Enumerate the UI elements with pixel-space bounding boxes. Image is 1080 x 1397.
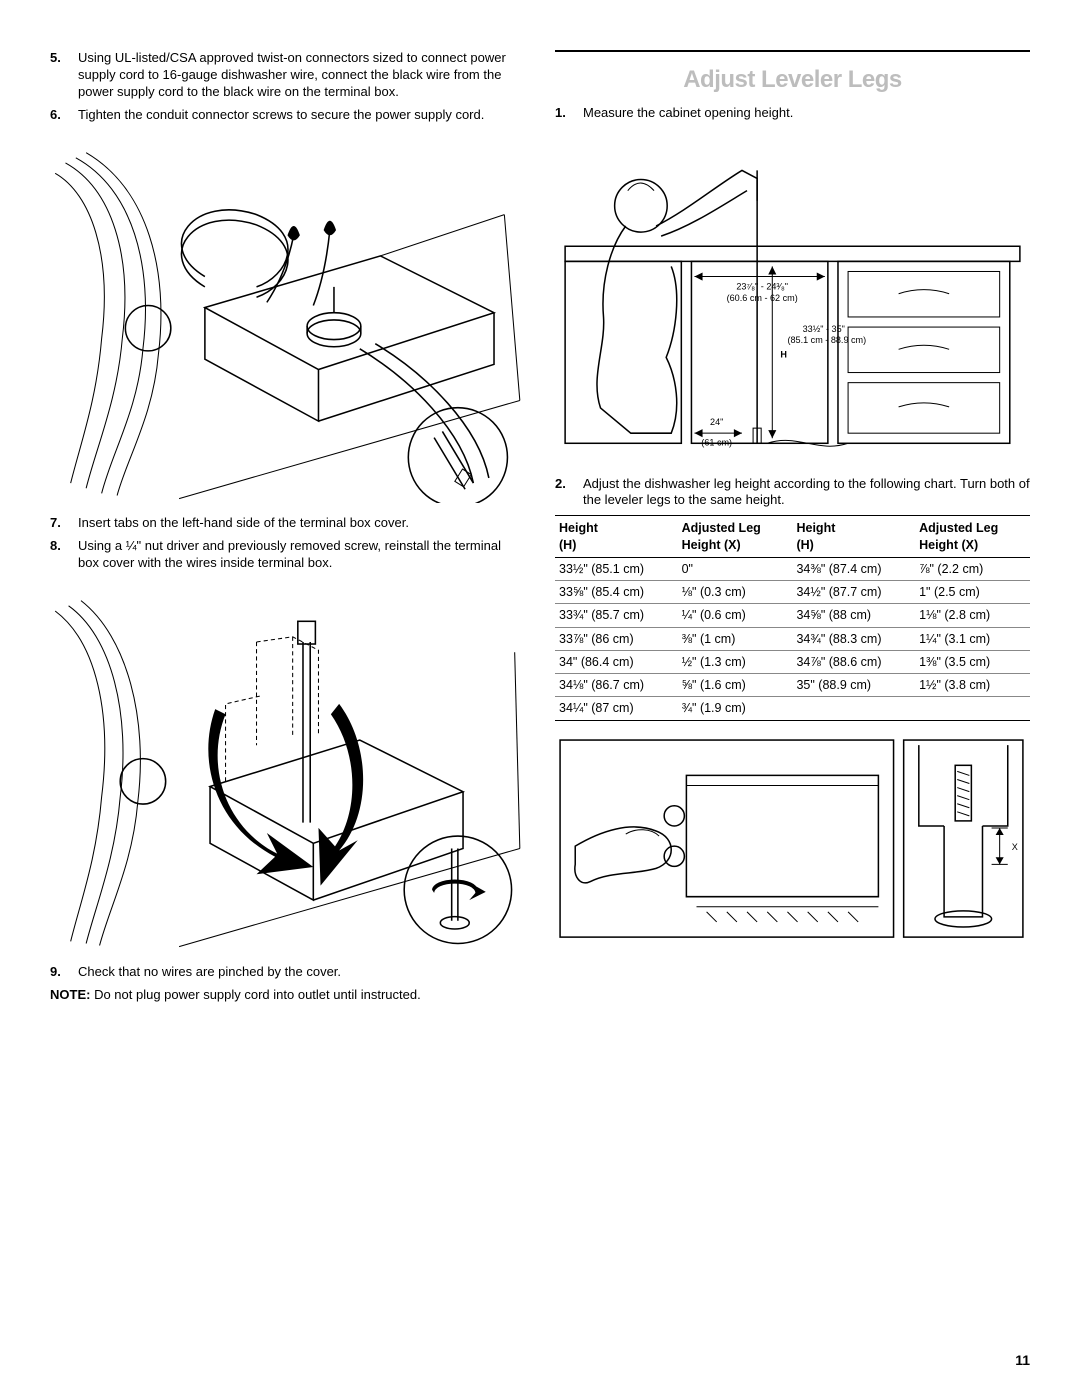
table-row: 34¼" (87 cm)¾" (1.9 cm) (555, 697, 1030, 720)
steps-group-r2: 2. Adjust the dishwasher leg height acco… (555, 476, 1030, 510)
steps-group-1: 5. Using UL-listed/CSA approved twist-on… (50, 50, 525, 124)
table-row: 33¾" (85.7 cm)¼" (0.6 cm)34⅝" (88 cm)1⅛"… (555, 604, 1030, 627)
steps-group-3: 9. Check that no wires are pinched by th… (50, 964, 525, 981)
step-text: Check that no wires are pinched by the c… (78, 964, 525, 981)
step-text: Insert tabs on the left-hand side of the… (78, 515, 525, 532)
step-number: 2. (555, 476, 583, 510)
step-number: 6. (50, 107, 78, 124)
dim-label: 33½" - 35" (803, 324, 845, 334)
step-text: Using UL-listed/CSA approved twist-on co… (78, 50, 525, 101)
step-number: 5. (50, 50, 78, 101)
step-text: Using a ¼" nut driver and previously rem… (78, 538, 525, 572)
page-number: 11 (1015, 1351, 1030, 1369)
th-height-2: Height(H) (792, 516, 915, 558)
dim-label: 24" (710, 417, 723, 427)
step-r1: 1. Measure the cabinet opening height. (555, 105, 1030, 122)
table-row: 33⅝" (85.4 cm)⅛" (0.3 cm)34½" (87.7 cm)1… (555, 581, 1030, 604)
measure-opening-illustration: 23⁷⁄₈" - 24³⁄₈" (60.6 cm - 62 cm) 24" (6… (555, 130, 1030, 464)
dim-label: (60.6 cm - 62 cm) (727, 293, 798, 303)
table-row: 34" (86.4 cm)½" (1.3 cm)34⅞" (88.6 cm)1⅜… (555, 650, 1030, 673)
dim-label: (61 cm) (701, 437, 732, 447)
section-title: Adjust Leveler Legs (555, 64, 1030, 95)
page: 5. Using UL-listed/CSA approved twist-on… (50, 50, 1030, 1003)
step-5: 5. Using UL-listed/CSA approved twist-on… (50, 50, 525, 101)
terminal-box-illustration (50, 132, 525, 504)
note: NOTE: Do not plug power supply cord into… (50, 987, 525, 1004)
th-adj-1: Adjusted LegHeight (X) (678, 516, 793, 558)
dim-label: 23⁷⁄₈" - 24³⁄₈" (736, 282, 788, 292)
table-row: 33½" (85.1 cm)0"34⅜" (87.4 cm)⅞" (2.2 cm… (555, 557, 1030, 580)
table-header-row: Height(H) Adjusted LegHeight (X) Height(… (555, 516, 1030, 558)
dim-label-x: X (1012, 842, 1018, 852)
note-label: NOTE: (50, 987, 90, 1002)
step-text: Measure the cabinet opening height. (583, 105, 1030, 122)
steps-group-r1: 1. Measure the cabinet opening height. (555, 105, 1030, 122)
step-text: Adjust the dishwasher leg height accordi… (583, 476, 1030, 510)
th-height-1: Height(H) (555, 516, 678, 558)
step-8: 8. Using a ¼" nut driver and previously … (50, 538, 525, 572)
left-column: 5. Using UL-listed/CSA approved twist-on… (50, 50, 525, 1003)
dim-label-h: H (780, 349, 787, 359)
figure-measure-opening: 23⁷⁄₈" - 24³⁄₈" (60.6 cm - 62 cm) 24" (6… (555, 130, 1030, 464)
dim-label: (85.1 cm - 88.9 cm) (787, 335, 866, 345)
table-row: 33⅞" (86 cm)⅜" (1 cm)34¾" (88.3 cm)1¼" (… (555, 627, 1030, 650)
table-row: 34⅛" (86.7 cm)⅝" (1.6 cm)35" (88.9 cm)1½… (555, 674, 1030, 697)
step-number: 8. (50, 538, 78, 572)
step-r2: 2. Adjust the dishwasher leg height acco… (555, 476, 1030, 510)
step-text: Tighten the conduit connector screws to … (78, 107, 525, 124)
step-number: 9. (50, 964, 78, 981)
step-6: 6. Tighten the conduit connector screws … (50, 107, 525, 124)
steps-group-2: 7. Insert tabs on the left-hand side of … (50, 515, 525, 572)
step-number: 7. (50, 515, 78, 532)
figure-terminal-box (50, 132, 525, 504)
th-adj-2: Adjusted LegHeight (X) (915, 516, 1030, 558)
note-text: Do not plug power supply cord into outle… (90, 987, 420, 1002)
step-number: 1. (555, 105, 583, 122)
adjust-leg-illustration: X (555, 735, 1030, 947)
step-7: 7. Insert tabs on the left-hand side of … (50, 515, 525, 532)
right-column: Adjust Leveler Legs 1. Measure the cabin… (555, 50, 1030, 1003)
leg-height-table: Height(H) Adjusted LegHeight (X) Height(… (555, 515, 1030, 720)
figure-adjust-leg: X (555, 735, 1030, 947)
cover-reinstall-illustration (50, 580, 525, 952)
figure-cover-reinstall (50, 580, 525, 952)
table-body: 33½" (85.1 cm)0"34⅜" (87.4 cm)⅞" (2.2 cm… (555, 557, 1030, 720)
step-9: 9. Check that no wires are pinched by th… (50, 964, 525, 981)
